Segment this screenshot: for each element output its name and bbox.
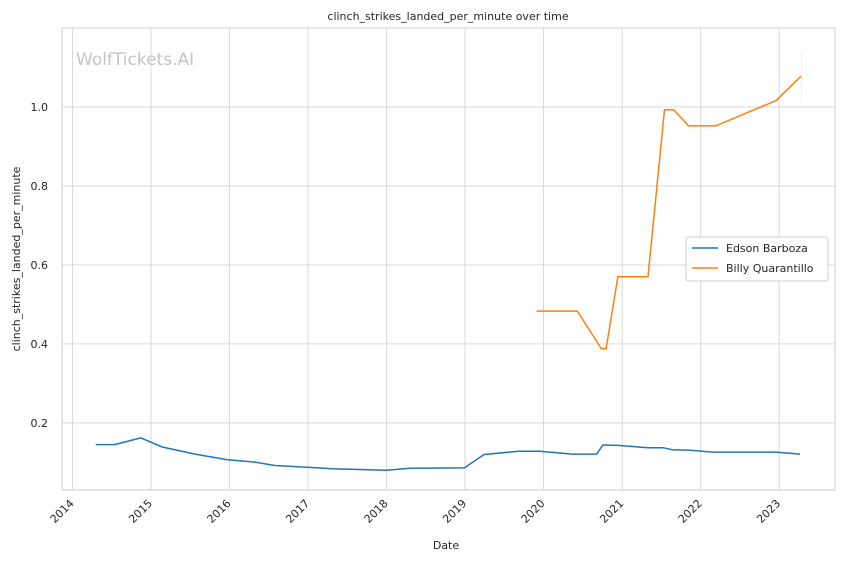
y-tick-label: 0.2 xyxy=(31,417,49,430)
legend-label-billy-quarantillo: Billy Quarantillo xyxy=(726,262,814,275)
x-tick-labels: 2014 2015 2016 2017 2018 2019 2020 2021 2022 2023 xyxy=(48,497,784,526)
legend-label-edson-barboza: Edson Barboza xyxy=(726,242,808,255)
x-axis-label: Date xyxy=(433,539,460,552)
y-tick-label: 0.8 xyxy=(31,180,49,193)
series-layer xyxy=(95,51,803,472)
plot-frame xyxy=(61,27,836,491)
chart-title: clinch_strikes_landed_per_minute over ti… xyxy=(327,10,568,23)
y-tick-label: 0.6 xyxy=(31,259,49,272)
watermark: WolfTickets.AI xyxy=(76,50,194,70)
series-line-billy-quarantillo xyxy=(536,75,803,350)
legend-box xyxy=(685,236,829,282)
series-line-edson-barboza xyxy=(95,437,801,472)
y-tick-label: 1.0 xyxy=(31,101,49,114)
y-tick-labels: 0.2 0.4 0.6 0.8 1.0 xyxy=(31,101,49,430)
y-axis-label: clinch_strikes_landed_per_minute xyxy=(10,166,23,351)
y-tick-label: 0.4 xyxy=(31,338,49,351)
legend: Edson Barboza Billy Quarantillo xyxy=(685,236,829,282)
